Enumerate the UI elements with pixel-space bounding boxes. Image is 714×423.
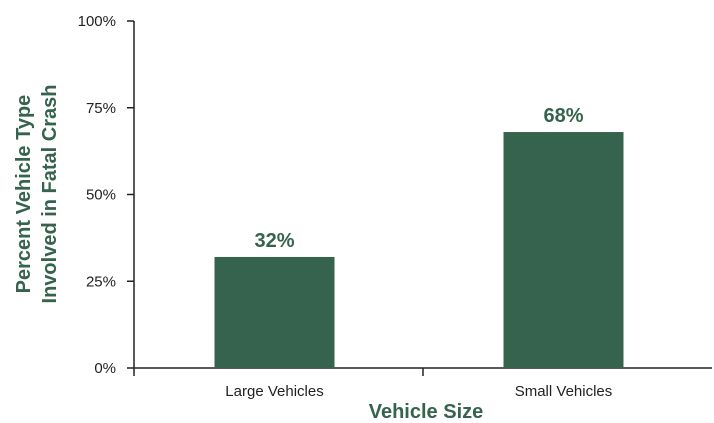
x-ticks	[133, 368, 424, 376]
bar	[214, 256, 335, 368]
y-ticks: 0% 25% 50% 75% 100%	[78, 13, 134, 377]
bar-data-label: 32%	[254, 230, 294, 252]
y-tick-label: 100%	[78, 13, 116, 30]
y-axis-title: Percent Vehicle Type Involved in Fatal C…	[13, 85, 61, 304]
x-axis-title: Vehicle Size	[369, 401, 484, 423]
bar	[503, 132, 624, 368]
y-tick-label: 0%	[94, 360, 116, 377]
y-axis-title-line-1: Percent Vehicle Type	[13, 95, 35, 294]
y-tick-label: 50%	[86, 187, 116, 204]
y-axis-title-line-2: Involved in Fatal Crash	[39, 85, 61, 304]
bar-data-label: 68%	[543, 105, 583, 127]
x-category-label: Large Vehicles	[225, 383, 323, 400]
y-tick-label: 25%	[86, 273, 116, 290]
bars: 32% Large Vehicles 68% Small Vehicles	[214, 105, 624, 400]
x-category-label: Small Vehicles	[515, 383, 613, 400]
y-tick-label: 75%	[86, 100, 116, 117]
